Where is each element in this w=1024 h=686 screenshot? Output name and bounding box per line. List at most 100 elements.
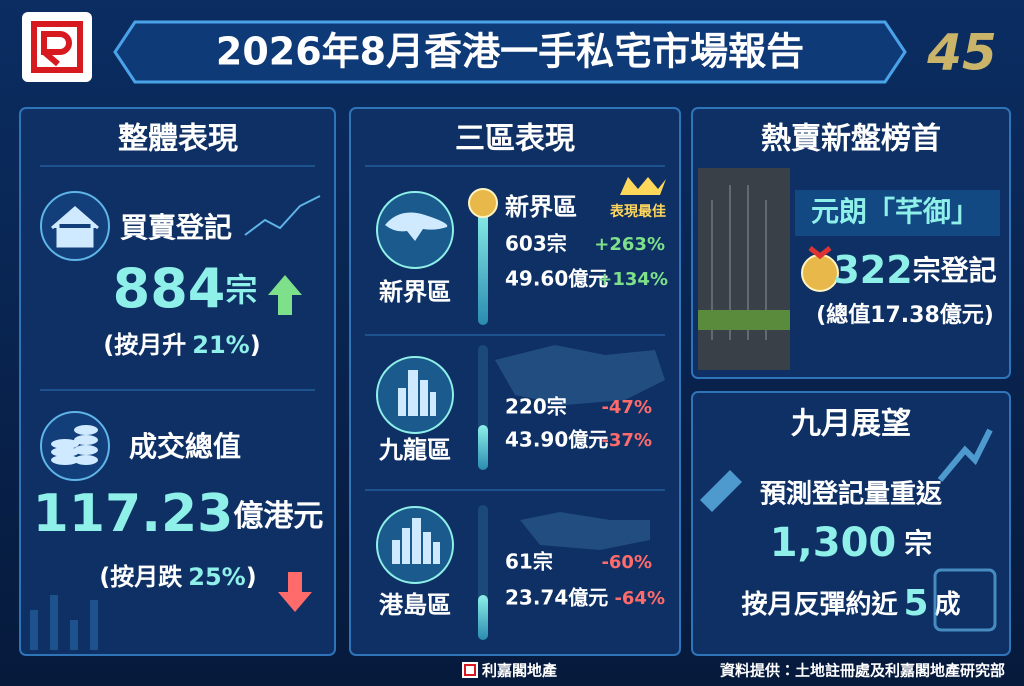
district-name: 新界區 (379, 278, 451, 306)
outlook-line: 預測登記量重返 (760, 479, 943, 510)
decoration (74, 445, 98, 455)
forecast: 1,300 宗 (770, 520, 933, 566)
units-label: 宗登記 (913, 254, 997, 287)
decoration (51, 206, 99, 248)
change-prefix: (按月升 (103, 331, 186, 359)
decoration (74, 425, 98, 435)
decoration (468, 188, 498, 218)
district-row: 九龍區 220宗 -47% 43.90億元 -37% (376, 345, 665, 470)
rebound-prefix: 按月反彈約近 (741, 589, 898, 620)
decoration (808, 246, 832, 260)
amount-change: -37% (601, 430, 652, 451)
district-name: 港島區 (379, 591, 451, 619)
decoration (408, 370, 418, 416)
decoration (51, 455, 79, 465)
arrow-down (278, 572, 312, 612)
amount: 43.90億元 (505, 428, 608, 452)
decoration (51, 447, 79, 457)
value: 117.23 (33, 484, 234, 544)
rocket-icon (700, 470, 742, 512)
district-row: 新界區 新界區 表現最佳 603宗 +263% 49.60億元 +134% (376, 177, 668, 325)
project-name: 元朗「芊御」 (811, 195, 979, 228)
building-photo (698, 168, 790, 370)
decoration (392, 540, 400, 564)
decoration (495, 345, 665, 405)
decoration (464, 664, 476, 676)
outlook-panel (691, 391, 1011, 656)
decoration (478, 595, 488, 640)
district-heading: 新界區 (505, 193, 577, 221)
decoration (937, 428, 993, 482)
decoration (70, 620, 78, 650)
decoration (478, 205, 488, 325)
section-title: 三區表現 (455, 122, 575, 157)
decoration (74, 435, 98, 445)
decoration (41, 31, 72, 67)
metric-change: (按月升 21%) (103, 331, 260, 359)
rebound-unit: 成 (935, 590, 961, 620)
unit: 宗 (225, 271, 257, 309)
decoration (31, 21, 83, 73)
decoration (402, 528, 410, 564)
units-change: -60% (601, 552, 652, 573)
metric-change: (按月跌 25%) (99, 563, 256, 591)
decoration (698, 310, 790, 330)
metric-value: 117.23億港元 (33, 484, 324, 544)
rebound-value: 5 (903, 583, 928, 624)
decoration (520, 512, 650, 550)
units: 61宗 (505, 550, 553, 574)
decoration (478, 425, 488, 470)
anniversary-logo: 45 (926, 24, 997, 82)
decoration (51, 425, 98, 465)
amount: 23.74億元 (505, 586, 608, 610)
arrow-up (268, 275, 302, 315)
change-prefix: (按月跌 (99, 563, 183, 591)
decoration (398, 370, 436, 416)
decoration (74, 455, 98, 465)
change-suffix: ) (250, 331, 261, 359)
amount-change: +134% (597, 269, 668, 290)
units: 322 (833, 248, 912, 292)
page-title: 2026年8月香港一手私宅市場報告 (216, 30, 804, 74)
decoration (90, 600, 98, 650)
change-suffix: ) (246, 563, 257, 591)
decoration (30, 595, 98, 650)
decoration (244, 195, 321, 236)
amount-change: -64% (614, 588, 665, 609)
units: 220宗 (505, 395, 567, 419)
decoration (30, 610, 38, 650)
section-title: 九月展望 (791, 407, 911, 442)
hot-total: (總值17.38億元) (816, 302, 994, 328)
change: 21% (192, 331, 249, 359)
forecast-value: 1,300 (770, 520, 897, 566)
metric-value: 884宗 (113, 257, 258, 320)
change: 25% (188, 563, 245, 591)
decoration (50, 595, 58, 650)
units: 603宗 (505, 232, 567, 256)
best-badge: 表現最佳 (609, 203, 666, 220)
unit: 億港元 (233, 499, 323, 534)
decoration (620, 177, 666, 195)
rebound: 按月反彈約近 5 成 (741, 583, 960, 624)
decoration (51, 439, 79, 449)
title-bar (113, 20, 907, 84)
value: 884 (113, 257, 226, 320)
logo (22, 12, 92, 82)
footer-brand: 利嘉閣地產 (482, 662, 557, 680)
decoration (420, 380, 428, 416)
district-row: 港島區 61宗 -60% 23.74億元 -64% (376, 505, 665, 640)
decoration (430, 392, 436, 416)
decoration (423, 532, 431, 564)
hot-units: 322宗登記 (833, 248, 996, 292)
decoration (392, 518, 440, 564)
decoration (385, 212, 448, 241)
amount: 49.60億元 (505, 267, 608, 291)
decoration (412, 518, 421, 564)
metric-label: 買賣登記 (120, 211, 232, 244)
district-name: 九龍區 (378, 436, 451, 464)
house-icon (40, 191, 110, 261)
forecast-unit: 宗 (904, 527, 932, 560)
